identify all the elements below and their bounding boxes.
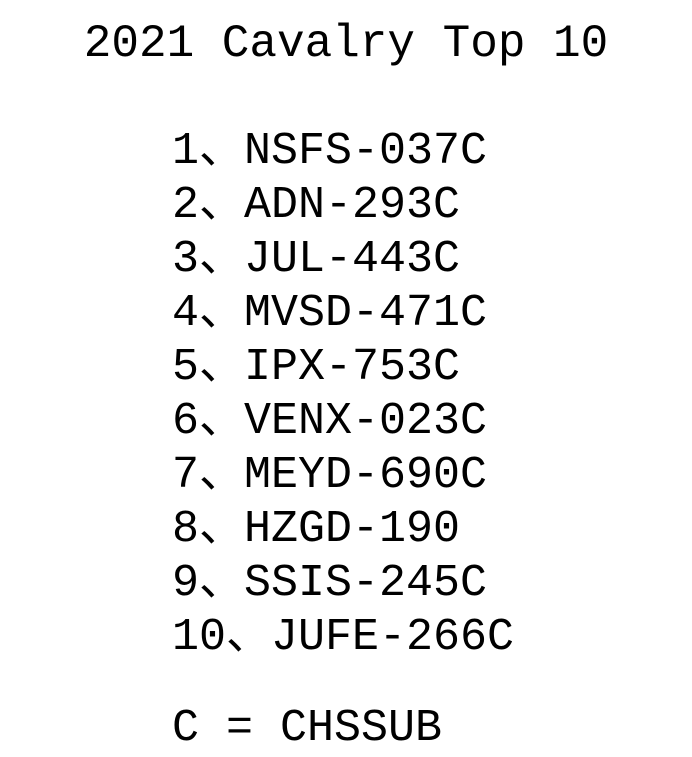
list-item: 9、SSIS-245C [172,558,488,609]
list-item: 1、NSFS-037C [172,126,488,177]
list-item: 6、VENX-023C [172,396,488,447]
page-title: 2021 Cavalry Top 10 [83,18,609,70]
list-item: 7、MEYD-690C [172,450,488,501]
legend-note: C = CHSSUB [172,703,443,754]
list-item: 8、HZGD-190 [172,504,461,555]
list-item: 10、JUFE-266C [172,612,515,663]
list-item: 5、IPX-753C [172,342,461,393]
list-item: 4、MVSD-471C [172,288,488,339]
ranking-list: 1、NSFS-037C 2、ADN-293C 3、JUL-443C 4、MVSD… [172,125,514,665]
list-item: 3、JUL-443C [172,234,461,285]
list-item: 2、ADN-293C [172,180,461,231]
